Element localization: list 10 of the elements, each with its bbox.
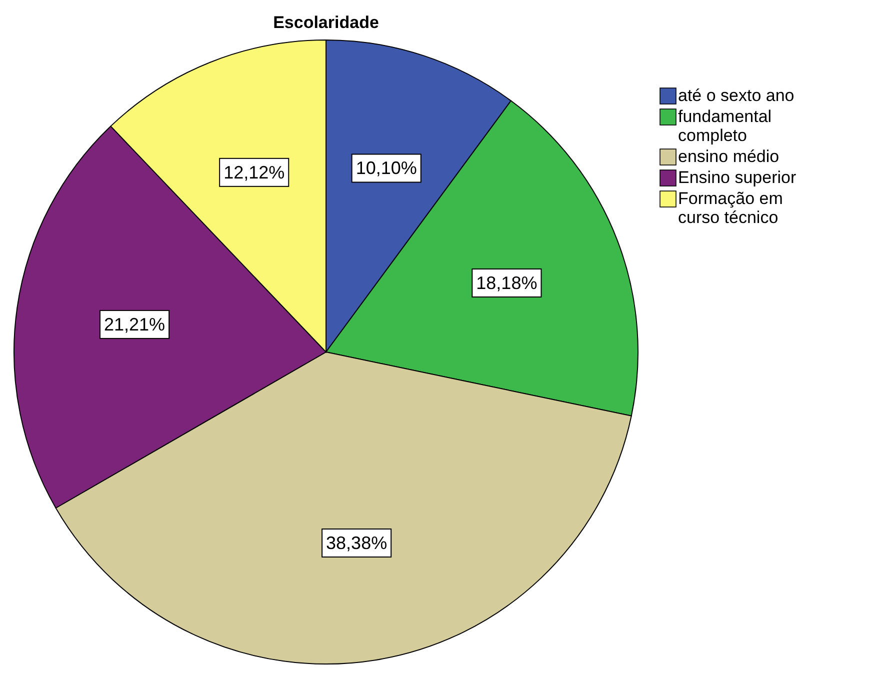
data-label: 18,18% xyxy=(476,272,538,293)
data-label: 10,10% xyxy=(356,158,417,178)
legend-label: Formação em curso técnico xyxy=(678,189,783,227)
legend-label: Ensino superior xyxy=(678,168,796,187)
data-label: 21,21% xyxy=(104,314,166,334)
chart-title: Escolaridade xyxy=(273,13,379,32)
legend-label: ensino médio xyxy=(678,147,780,166)
data-label: 38,38% xyxy=(326,533,388,554)
legend-label: até o sexto ano xyxy=(678,86,794,105)
data-label: 12,12% xyxy=(224,162,285,182)
